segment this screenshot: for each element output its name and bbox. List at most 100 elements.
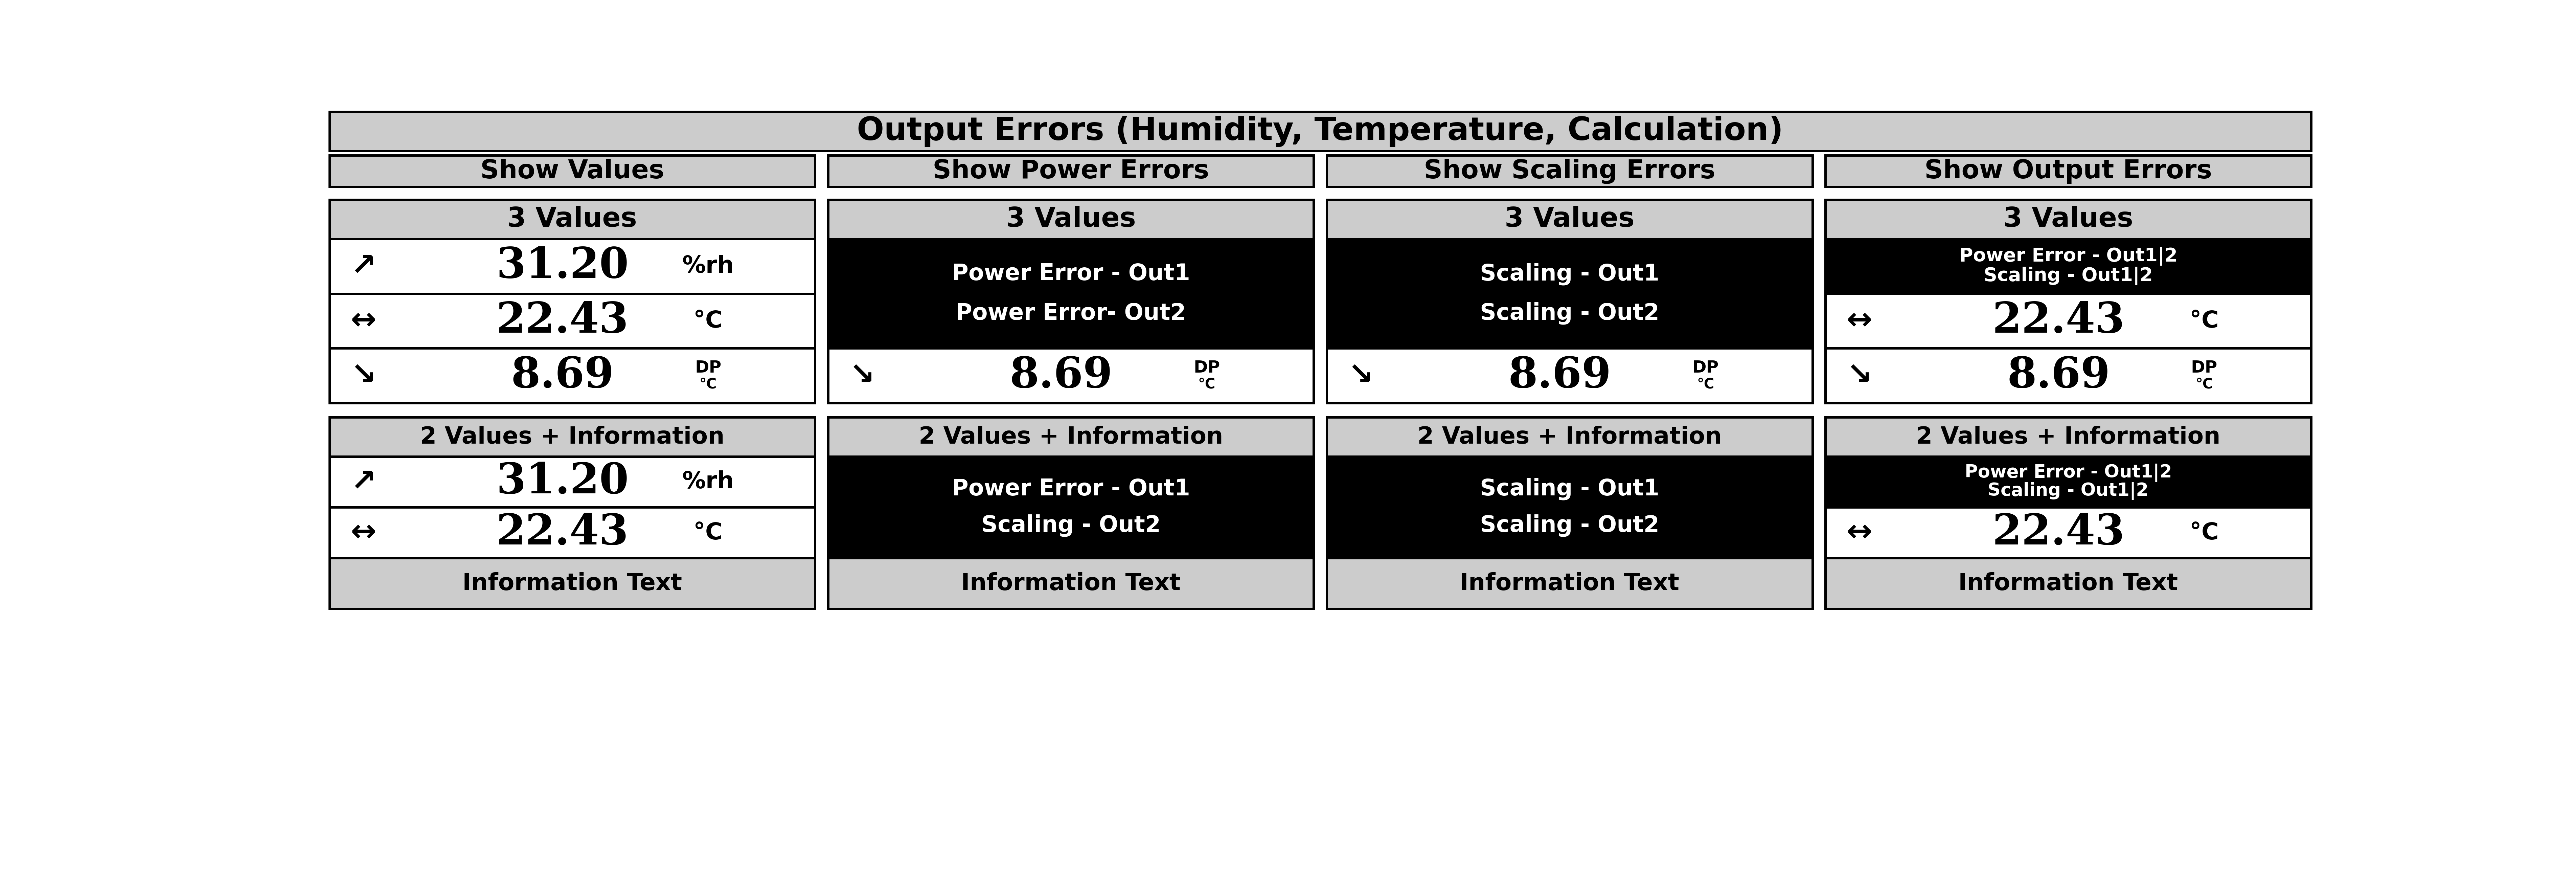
Text: Scaling - Out2: Scaling - Out2: [1479, 302, 1659, 325]
Bar: [827, 348, 1314, 403]
Bar: [827, 200, 1314, 403]
Text: °C: °C: [701, 378, 716, 392]
Text: Information Text: Information Text: [961, 572, 1180, 595]
Text: Scaling - Out2: Scaling - Out2: [981, 514, 1162, 537]
Text: 2 Values + Information: 2 Values + Information: [420, 425, 724, 448]
Text: DP: DP: [1692, 360, 1718, 376]
Bar: [1826, 418, 2311, 457]
Text: 3 Values: 3 Values: [1005, 206, 1136, 232]
Text: Output Errors (Humidity, Temperature, Calculation): Output Errors (Humidity, Temperature, Ca…: [858, 116, 1783, 147]
Text: Power Error - Out1: Power Error - Out1: [951, 263, 1190, 285]
Text: Power Error- Out2: Power Error- Out2: [956, 302, 1185, 325]
Text: 8.69: 8.69: [2007, 355, 2110, 396]
Text: 3 Values: 3 Values: [1504, 206, 1636, 232]
Text: °C: °C: [693, 310, 724, 332]
Bar: [330, 348, 814, 403]
Bar: [330, 293, 814, 348]
Bar: [1327, 418, 1814, 457]
Bar: [330, 558, 814, 609]
Bar: [827, 558, 1314, 609]
Text: ↔: ↔: [350, 518, 376, 547]
Text: Scaling - Out1|2: Scaling - Out1|2: [1984, 267, 2154, 285]
Bar: [1327, 558, 1814, 609]
Text: 8.69: 8.69: [510, 355, 613, 396]
Bar: [1826, 507, 2311, 558]
Text: Show Output Errors: Show Output Errors: [1924, 158, 2213, 184]
Bar: [827, 200, 1314, 403]
Bar: [1826, 418, 2311, 609]
Bar: [1826, 200, 2311, 239]
Text: ↔: ↔: [1847, 518, 1873, 547]
Bar: [1826, 293, 2311, 348]
Bar: [1327, 200, 1814, 403]
Text: 31.20: 31.20: [497, 245, 629, 287]
Text: ↘: ↘: [350, 361, 376, 391]
Text: Scaling - Out1: Scaling - Out1: [1479, 478, 1659, 500]
Text: 2 Values + Information: 2 Values + Information: [1917, 425, 2221, 448]
Bar: [1826, 348, 2311, 403]
Text: 2 Values + Information: 2 Values + Information: [920, 425, 1224, 448]
Text: 8.69: 8.69: [1510, 355, 1613, 396]
Text: Show Values: Show Values: [479, 158, 665, 184]
Text: 3 Values: 3 Values: [2004, 206, 2133, 232]
Bar: [1327, 348, 1814, 403]
Bar: [330, 418, 814, 609]
Text: ↗: ↗: [350, 467, 376, 497]
Bar: [330, 239, 814, 293]
Text: ↗: ↗: [350, 251, 376, 281]
Text: Information Text: Information Text: [461, 572, 683, 595]
Text: ↔: ↔: [1847, 306, 1873, 336]
Text: Scaling - Out1: Scaling - Out1: [1479, 263, 1659, 285]
Text: 31.20: 31.20: [497, 461, 629, 502]
Bar: [1327, 418, 1814, 609]
Text: DP: DP: [696, 360, 721, 376]
Bar: [827, 418, 1314, 609]
Text: Show Power Errors: Show Power Errors: [933, 158, 1208, 184]
Bar: [827, 418, 1314, 457]
Bar: [1327, 418, 1814, 609]
Bar: [1826, 200, 2311, 403]
Bar: [330, 457, 814, 507]
Text: Power Error - Out1|2: Power Error - Out1|2: [1960, 247, 2177, 265]
Text: Power Error - Out1: Power Error - Out1: [951, 478, 1190, 500]
Bar: [330, 418, 814, 457]
Text: DP: DP: [1193, 360, 1221, 376]
Text: Information Text: Information Text: [1461, 572, 1680, 595]
Bar: [827, 200, 1314, 239]
Bar: [330, 200, 814, 403]
Bar: [1327, 200, 1814, 403]
Text: 3 Values: 3 Values: [507, 206, 636, 232]
Bar: [827, 418, 1314, 609]
Bar: [827, 156, 1314, 187]
Text: ↘: ↘: [1347, 361, 1373, 391]
Bar: [1826, 558, 2311, 609]
Text: °C: °C: [693, 521, 724, 544]
Text: 22.43: 22.43: [497, 300, 629, 341]
Bar: [1826, 418, 2311, 609]
Text: Power Error - Out1|2: Power Error - Out1|2: [1965, 464, 2172, 482]
Text: 8.69: 8.69: [1010, 355, 1113, 396]
Text: ↔: ↔: [350, 306, 376, 336]
Bar: [1826, 156, 2311, 187]
Text: ↘: ↘: [850, 361, 876, 391]
Text: °C: °C: [1698, 378, 1713, 392]
Bar: [1327, 200, 1814, 239]
Bar: [330, 418, 814, 609]
Text: Scaling - Out2: Scaling - Out2: [1479, 514, 1659, 537]
Bar: [1826, 200, 2311, 403]
Bar: [330, 507, 814, 558]
Text: %rh: %rh: [683, 255, 734, 278]
Text: °C: °C: [2195, 378, 2213, 392]
Bar: [330, 111, 2311, 151]
Text: Information Text: Information Text: [1958, 572, 2179, 595]
Text: 22.43: 22.43: [497, 512, 629, 553]
Text: °C: °C: [1198, 378, 1216, 392]
Text: DP: DP: [2192, 360, 2218, 376]
Text: Show Scaling Errors: Show Scaling Errors: [1425, 158, 1716, 184]
Text: °C: °C: [2190, 521, 2218, 544]
Text: ↘: ↘: [1847, 361, 1873, 391]
Bar: [1327, 156, 1814, 187]
Text: °C: °C: [2190, 310, 2218, 332]
Text: Scaling - Out1|2: Scaling - Out1|2: [1989, 482, 2148, 500]
Bar: [330, 156, 814, 187]
